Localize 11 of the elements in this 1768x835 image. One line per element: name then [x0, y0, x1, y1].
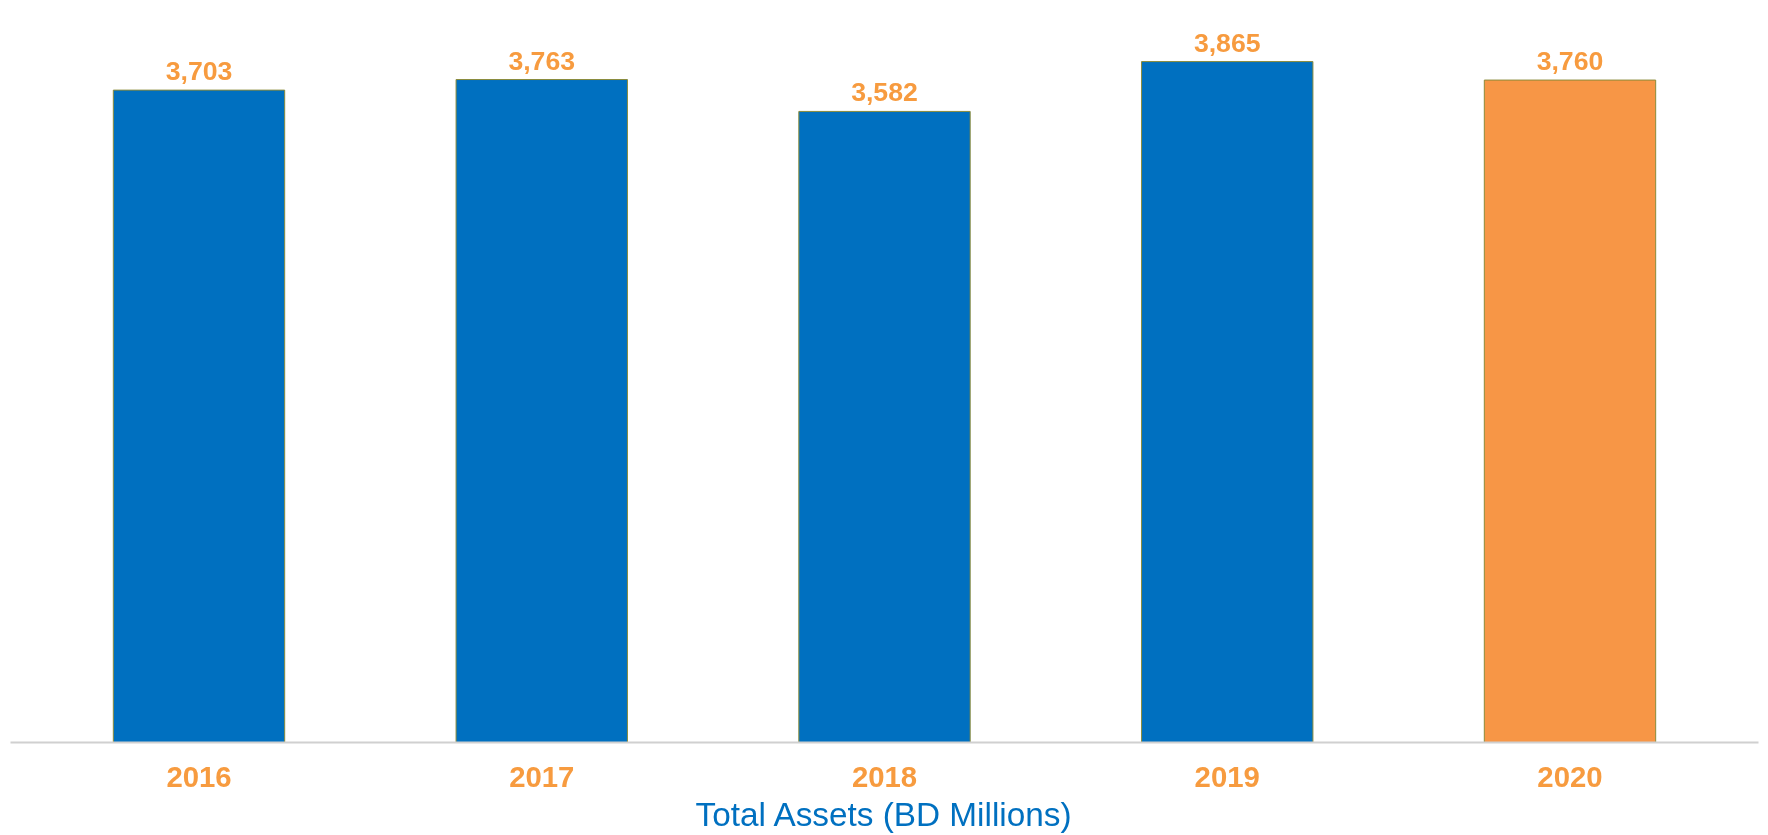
- data-label: 3,582: [851, 77, 918, 108]
- x-tick-label: 2017: [509, 759, 575, 793]
- x-tick-label: 2018: [851, 759, 918, 793]
- x-axis-title: Total Assets (BD Millions): [695, 795, 1072, 833]
- x-tick-label: 2020: [1537, 759, 1603, 793]
- data-label: 3,763: [508, 45, 576, 76]
- data-label: 3,865: [1193, 27, 1261, 58]
- data-label: 3,760: [1536, 46, 1604, 77]
- x-tick-label: 2016: [166, 759, 232, 793]
- x-tick-label: 2019: [1194, 759, 1260, 793]
- data-label: 3,703: [165, 56, 233, 87]
